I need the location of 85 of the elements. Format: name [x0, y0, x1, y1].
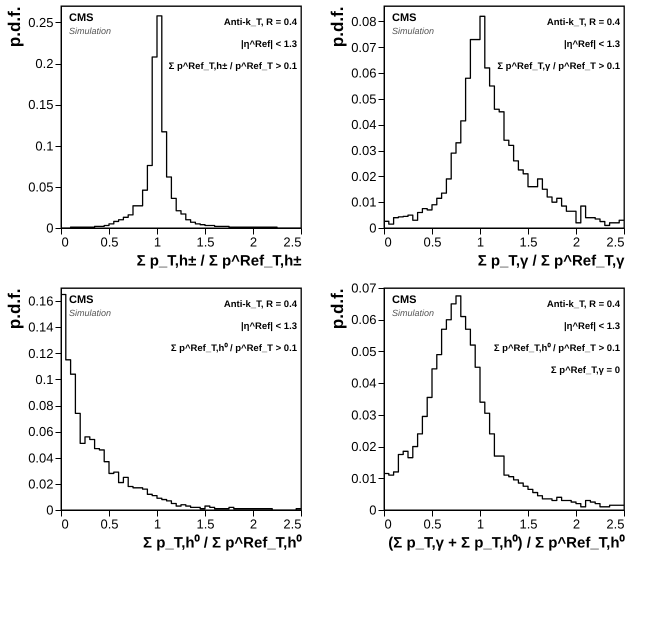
x-tick-label: 1 [154, 234, 162, 250]
annotation: Anti-k_T, R = 0.4 [224, 299, 298, 310]
y-tick-label: 0.14 [28, 320, 54, 335]
y-axis-title: p.d.f. [328, 6, 348, 48]
y-tick-label: 0.12 [28, 346, 54, 361]
y-axis-title: p.d.f. [5, 6, 24, 48]
annotation: Σ p^Ref_T,h⁰ / p^Ref_T > 0.1 [170, 342, 298, 354]
annotation: Σ p^Ref_T,γ = 0 [550, 365, 620, 376]
x-tick-label: 0 [62, 234, 69, 250]
x-tick-label: 1.5 [196, 234, 215, 250]
x-tick-label: 1 [476, 234, 484, 250]
y-tick-label: 0.06 [28, 424, 54, 440]
x-tick-label: 0.5 [100, 516, 119, 532]
y-tick-label: 0.2 [35, 56, 54, 72]
y-axis-title: p.d.f. [5, 288, 24, 330]
x-tick-label: 1 [476, 516, 484, 532]
annotation: |η^Ref| < 1.3 [240, 321, 297, 332]
y-tick-label: 0.15 [28, 97, 54, 112]
y-tick-label: 0.16 [28, 294, 54, 309]
y-tick-label: 0.05 [351, 91, 376, 106]
y-tick-label: 0.07 [351, 40, 376, 55]
y-tick-label: 0 [46, 220, 54, 236]
x-tick-label: 0 [62, 516, 69, 532]
y-tick-label: 0.04 [28, 450, 54, 466]
y-axis-title: p.d.f. [328, 288, 348, 330]
x-tick-label: 0.5 [100, 234, 119, 250]
x-tick-label: 2.5 [606, 516, 624, 532]
annotation: |η^Ref| < 1.3 [240, 39, 297, 50]
annotation: CMS [69, 12, 94, 24]
y-tick-label: 0.1 [35, 372, 54, 387]
x-tick-label: 1.5 [519, 516, 538, 532]
y-tick-label: 0.08 [351, 14, 376, 29]
annotation: Simulation [392, 308, 434, 318]
annotation: Anti-k_T, R = 0.4 [546, 17, 621, 28]
x-axis-title: (Σ p_T,γ + Σ p_T,h⁰) / Σ p^Ref_T,h⁰ [388, 534, 626, 552]
annotation: CMS [69, 294, 94, 306]
y-tick-label: 0.1 [35, 138, 54, 154]
y-tick-label: 0.04 [351, 376, 376, 391]
y-tick-label: 0.07 [351, 280, 376, 296]
x-tick-label: 1 [154, 516, 162, 532]
annotation: Σ p^Ref_T,γ / p^Ref_T > 0.1 [497, 61, 621, 72]
x-tick-label: 2 [572, 516, 580, 532]
y-tick-label: 0.04 [351, 117, 376, 132]
annotation: Simulation [392, 26, 434, 36]
annotation: Simulation [69, 26, 112, 36]
annotation: Anti-k_T, R = 0.4 [224, 17, 298, 28]
x-tick-label: 2.5 [283, 516, 302, 532]
annotation: Simulation [69, 308, 112, 318]
y-tick-label: 0.25 [28, 14, 54, 30]
y-tick-label: 0.02 [351, 439, 376, 454]
x-axis-title: Σ p_T,γ / Σ p^Ref_T,γ [478, 252, 626, 270]
y-tick-label: 0.01 [351, 194, 376, 210]
y-tick-label: 0.01 [351, 470, 376, 486]
x-tick-label: 0.5 [423, 516, 442, 532]
x-tick-label: 2.5 [283, 234, 302, 250]
annotation: CMS [392, 12, 416, 24]
x-axis-title: Σ p_T,h± / Σ p^Ref_T,h± [136, 252, 302, 270]
annotation: |η^Ref| < 1.3 [564, 39, 620, 50]
y-tick-label: 0 [369, 220, 376, 236]
annotation: Σ p^Ref_T,h⁰ / p^Ref_T > 0.1 [494, 342, 621, 354]
annotation: CMS [392, 294, 416, 306]
y-tick-label: 0.06 [351, 312, 376, 328]
annotation: Σ p^Ref_T,h± / p^Ref_T > 0.1 [168, 61, 298, 72]
y-tick-label: 0.08 [28, 398, 54, 414]
annotation: |η^Ref| < 1.3 [564, 321, 620, 332]
x-axis-title: Σ p_T,h⁰ / Σ p^Ref_T,h⁰ [143, 534, 302, 552]
x-tick-label: 2 [250, 516, 258, 532]
y-tick-label: 0.02 [28, 476, 54, 492]
x-tick-label: 0 [384, 516, 392, 532]
y-tick-label: 0 [369, 502, 376, 518]
y-tick-label: 0.03 [351, 143, 376, 158]
x-tick-label: 2.5 [606, 234, 624, 250]
y-tick-label: 0.02 [351, 168, 376, 184]
y-tick-label: 0 [46, 502, 54, 518]
x-tick-label: 2 [572, 234, 580, 250]
y-tick-label: 0.03 [351, 407, 376, 422]
y-tick-label: 0.06 [351, 66, 376, 81]
x-tick-label: 1.5 [519, 234, 538, 250]
x-tick-label: 0 [384, 234, 392, 250]
y-tick-label: 0.05 [351, 344, 376, 359]
annotation: Anti-k_T, R = 0.4 [546, 299, 621, 310]
x-tick-label: 0.5 [423, 234, 442, 250]
x-tick-label: 1.5 [196, 516, 215, 532]
x-tick-label: 2 [250, 234, 258, 250]
y-tick-label: 0.05 [28, 179, 54, 194]
